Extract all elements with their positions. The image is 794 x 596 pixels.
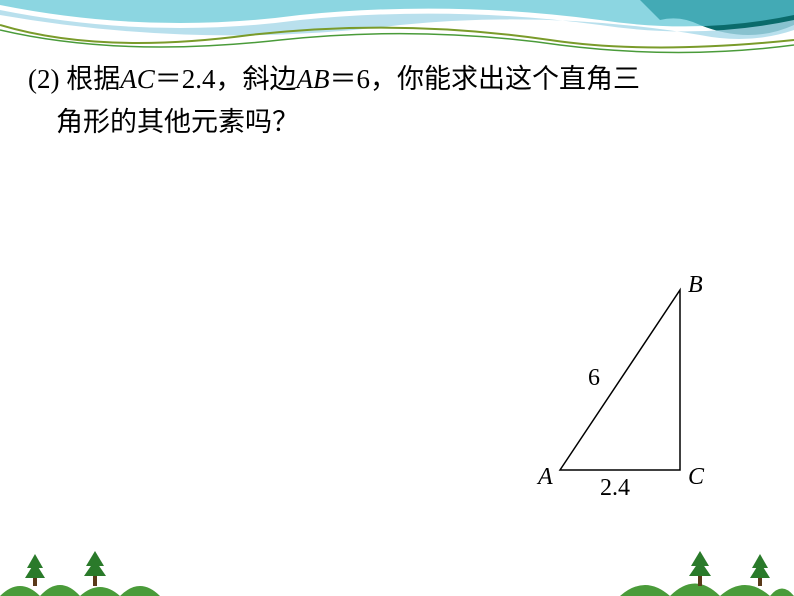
hypotenuse-label: 6 xyxy=(588,365,600,392)
tree-left-2 xyxy=(84,551,106,586)
tree-left-1 xyxy=(25,554,45,586)
vertex-b-label: B xyxy=(688,272,703,299)
grass-right xyxy=(620,584,794,596)
question-prefix: (2) 根据 xyxy=(28,64,120,94)
question-line-1: (2) 根据AC＝2.4，斜边AB＝6，你能求出这个直角三 xyxy=(28,58,640,101)
variable-ab: AB xyxy=(297,64,330,94)
triangle-shape xyxy=(560,290,680,470)
question-eq2: ＝6，你能求出这个直角三 xyxy=(330,64,641,94)
vertex-c-label: C xyxy=(688,464,704,491)
tree-right-1 xyxy=(689,551,711,586)
question-line-2: 角形的其他元素吗？ xyxy=(28,101,640,144)
triangle-svg xyxy=(540,280,740,520)
tree-right-2 xyxy=(750,554,770,586)
triangle-diagram: B A C 6 2.4 xyxy=(540,280,740,520)
question-eq1: ＝2.4，斜边 xyxy=(155,64,297,94)
bottom-decoration xyxy=(0,546,794,596)
grass-left xyxy=(0,585,160,596)
base-label: 2.4 xyxy=(600,475,630,502)
vertex-a-label: A xyxy=(538,464,553,491)
question-text: (2) 根据AC＝2.4，斜边AB＝6，你能求出这个直角三 角形的其他元素吗？ xyxy=(28,58,640,144)
variable-ac: AC xyxy=(120,64,155,94)
